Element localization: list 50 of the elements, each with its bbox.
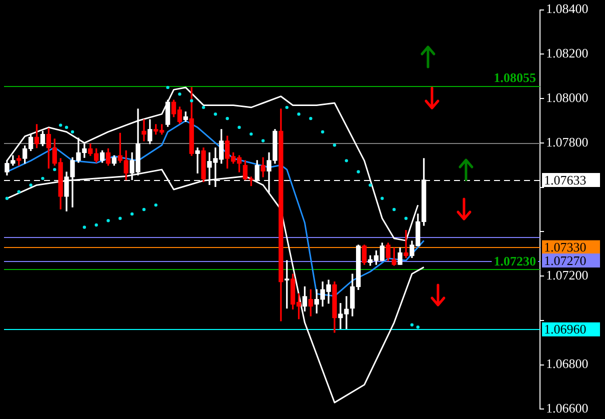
ref-line-label: 1.07633 xyxy=(544,172,586,188)
ref-line-label: 1.08055 xyxy=(494,70,536,86)
point xyxy=(17,190,20,194)
ref-line-label: 1.06960 xyxy=(544,322,586,337)
point xyxy=(380,196,384,200)
point xyxy=(58,124,62,127)
ref-line-label: 1.07230 xyxy=(494,253,536,268)
y-tick-label: 1.07200 xyxy=(546,267,588,282)
point xyxy=(130,212,134,216)
point xyxy=(392,208,396,212)
point xyxy=(321,130,324,134)
point xyxy=(250,132,253,136)
point xyxy=(82,226,86,229)
y-tick-label: 1.06800 xyxy=(546,356,588,372)
point xyxy=(29,183,32,187)
point xyxy=(41,176,44,180)
point xyxy=(368,183,372,187)
ref-line-label: 1.07270 xyxy=(544,252,586,268)
point xyxy=(214,112,218,116)
y-tick-label: 1.08400 xyxy=(546,1,588,16)
y-tick-label: 1.07800 xyxy=(546,134,588,150)
point xyxy=(53,168,56,172)
point xyxy=(261,139,265,142)
point xyxy=(309,116,312,120)
y-tick-label: 1.08000 xyxy=(546,90,588,105)
point xyxy=(285,106,288,110)
point xyxy=(297,112,300,116)
y-tick-label: 1.06600 xyxy=(546,400,588,416)
point xyxy=(344,159,348,162)
point xyxy=(202,106,206,110)
point xyxy=(226,116,229,120)
point xyxy=(142,208,146,212)
point xyxy=(70,130,74,134)
point xyxy=(64,126,68,129)
point xyxy=(166,86,170,90)
point xyxy=(410,323,414,326)
ref-line-label: 1.07330 xyxy=(544,240,586,255)
point xyxy=(94,223,98,227)
point xyxy=(106,218,110,222)
y-tick-label: 1.08200 xyxy=(546,46,588,61)
point xyxy=(190,99,194,102)
point xyxy=(332,144,336,147)
point xyxy=(154,203,158,207)
point xyxy=(178,92,182,96)
point xyxy=(5,196,9,200)
point xyxy=(416,326,420,329)
point xyxy=(238,126,241,129)
point xyxy=(118,216,122,220)
point xyxy=(356,170,360,174)
point xyxy=(404,216,408,220)
